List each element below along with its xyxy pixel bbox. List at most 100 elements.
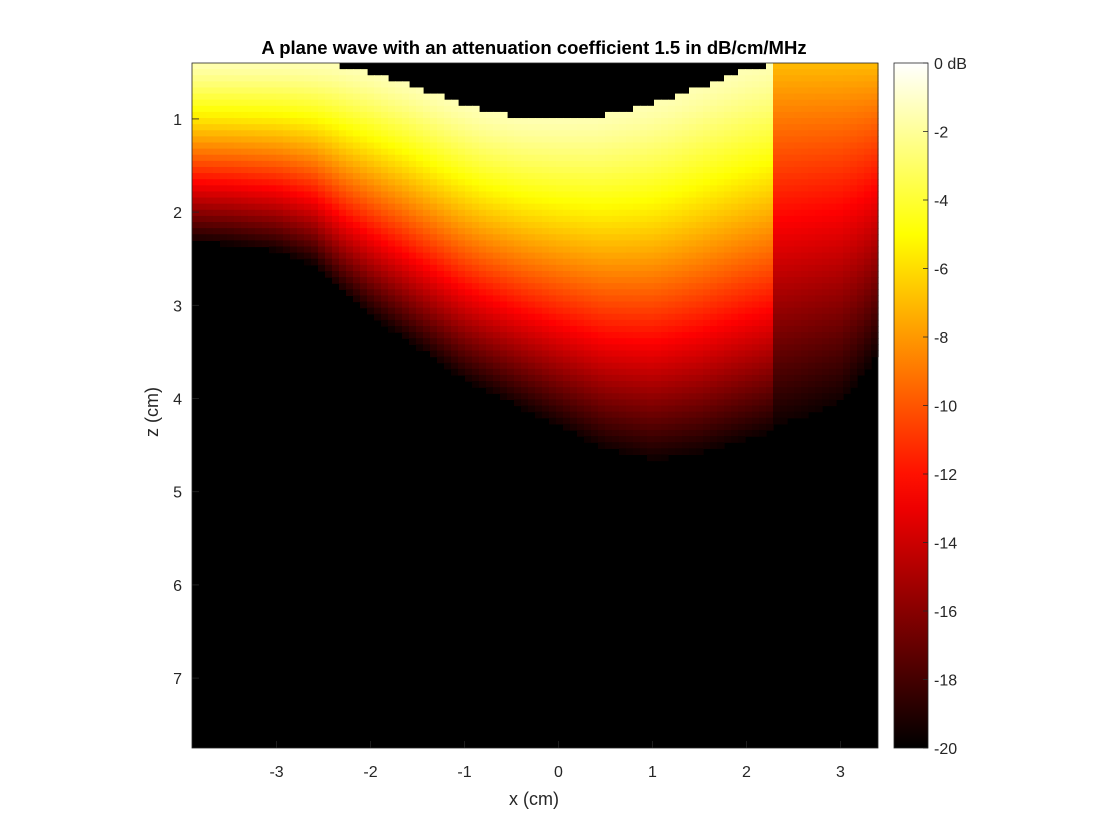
heatmap-cell bbox=[801, 130, 809, 137]
heatmap-cell bbox=[836, 246, 844, 254]
heatmap-cell bbox=[668, 411, 676, 419]
heatmap-cell bbox=[325, 222, 333, 229]
heatmap-cell bbox=[591, 258, 599, 266]
heatmap-cell bbox=[829, 209, 837, 217]
heatmap-cell bbox=[724, 399, 732, 407]
heatmap-cell bbox=[584, 148, 592, 156]
heatmap-cell bbox=[276, 191, 284, 199]
heatmap-cell bbox=[465, 246, 473, 254]
heatmap-cell bbox=[668, 148, 676, 156]
heatmap-cell bbox=[850, 240, 858, 248]
heatmap-cell bbox=[500, 307, 508, 315]
heatmap-cell bbox=[360, 179, 368, 186]
heatmap-cell bbox=[584, 215, 592, 223]
heatmap-cell bbox=[283, 191, 291, 199]
heatmap-cell bbox=[332, 160, 340, 168]
heatmap-cell bbox=[507, 301, 515, 309]
heatmap-cell bbox=[780, 332, 788, 339]
heatmap-cell bbox=[661, 136, 669, 144]
heatmap-cell bbox=[759, 264, 767, 272]
heatmap-cell bbox=[612, 154, 620, 162]
heatmap-cell bbox=[640, 356, 648, 364]
heatmap-cell bbox=[850, 81, 858, 89]
heatmap-cell bbox=[850, 264, 858, 272]
heatmap-cell bbox=[843, 63, 851, 70]
heatmap-cell bbox=[815, 136, 823, 144]
heatmap-cell bbox=[668, 332, 676, 339]
heatmap-cell bbox=[360, 130, 368, 137]
heatmap-cell bbox=[528, 228, 536, 235]
heatmap-cell bbox=[269, 142, 277, 150]
heatmap-cell bbox=[696, 173, 704, 180]
heatmap-cell bbox=[864, 75, 872, 82]
heatmap-cell bbox=[479, 301, 487, 309]
heatmap-cell bbox=[773, 130, 781, 137]
heatmap-cell bbox=[262, 215, 270, 223]
heatmap-cell bbox=[675, 393, 683, 400]
heatmap-cell bbox=[626, 332, 634, 339]
heatmap-cell bbox=[801, 173, 809, 180]
heatmap-cell bbox=[577, 215, 585, 223]
heatmap-cell bbox=[290, 197, 298, 205]
heatmap-cell bbox=[549, 405, 557, 413]
heatmap-cell bbox=[857, 289, 865, 297]
heatmap-cell bbox=[269, 197, 277, 205]
heatmap-cell bbox=[598, 234, 606, 241]
heatmap-cell bbox=[206, 203, 214, 211]
heatmap-cell bbox=[479, 264, 487, 272]
heatmap-cell bbox=[444, 142, 452, 150]
heatmap-cell bbox=[731, 381, 739, 388]
heatmap-cell bbox=[815, 197, 823, 205]
heatmap-cell bbox=[528, 130, 536, 137]
heatmap-cell bbox=[675, 313, 683, 321]
heatmap-cell bbox=[626, 148, 634, 156]
heatmap-cell bbox=[381, 295, 389, 303]
heatmap-cell bbox=[353, 246, 361, 254]
heatmap-cell bbox=[388, 93, 396, 101]
heatmap-cell bbox=[605, 270, 613, 278]
heatmap-cell bbox=[640, 362, 648, 370]
heatmap-cell bbox=[430, 99, 438, 107]
heatmap-cell bbox=[703, 270, 711, 278]
heatmap-cell bbox=[430, 130, 438, 137]
heatmap-cell bbox=[388, 105, 396, 113]
heatmap-cell bbox=[808, 166, 816, 174]
heatmap-cell bbox=[486, 246, 494, 254]
heatmap-cell bbox=[598, 301, 606, 309]
heatmap-cell bbox=[745, 215, 753, 223]
heatmap-cell bbox=[472, 111, 480, 119]
heatmap-cell bbox=[738, 368, 746, 376]
heatmap-cell bbox=[836, 338, 844, 345]
heatmap-cell bbox=[199, 197, 207, 205]
heatmap-cell bbox=[647, 301, 655, 309]
heatmap-cell bbox=[276, 234, 284, 241]
heatmap-cell bbox=[318, 124, 326, 131]
heatmap-cell bbox=[731, 368, 739, 376]
heatmap-cell bbox=[521, 118, 529, 125]
heatmap-cell bbox=[458, 264, 466, 272]
heatmap-cell bbox=[402, 332, 410, 339]
heatmap-cell bbox=[388, 307, 396, 315]
heatmap-cell bbox=[521, 234, 529, 241]
heatmap-cell bbox=[269, 148, 277, 156]
heatmap-cell bbox=[577, 356, 585, 364]
heatmap-cell bbox=[353, 173, 361, 180]
heatmap-cell bbox=[752, 87, 760, 95]
heatmap-cell bbox=[255, 240, 263, 248]
heatmap-cell bbox=[542, 209, 550, 217]
heatmap-cell bbox=[577, 258, 585, 266]
heatmap-cell bbox=[794, 142, 802, 150]
heatmap-cell bbox=[416, 258, 424, 266]
heatmap-cell bbox=[570, 130, 578, 137]
heatmap-cell bbox=[598, 136, 606, 144]
heatmap-cell bbox=[283, 111, 291, 119]
heatmap-cell bbox=[227, 93, 235, 101]
heatmap-cell bbox=[829, 63, 837, 70]
heatmap-cell bbox=[276, 111, 284, 119]
heatmap-cell bbox=[710, 307, 718, 315]
heatmap-cell bbox=[472, 313, 480, 321]
heatmap-cell bbox=[822, 393, 830, 400]
heatmap-cell bbox=[570, 350, 578, 358]
heatmap-cell bbox=[199, 105, 207, 113]
heatmap-cell bbox=[633, 319, 641, 327]
